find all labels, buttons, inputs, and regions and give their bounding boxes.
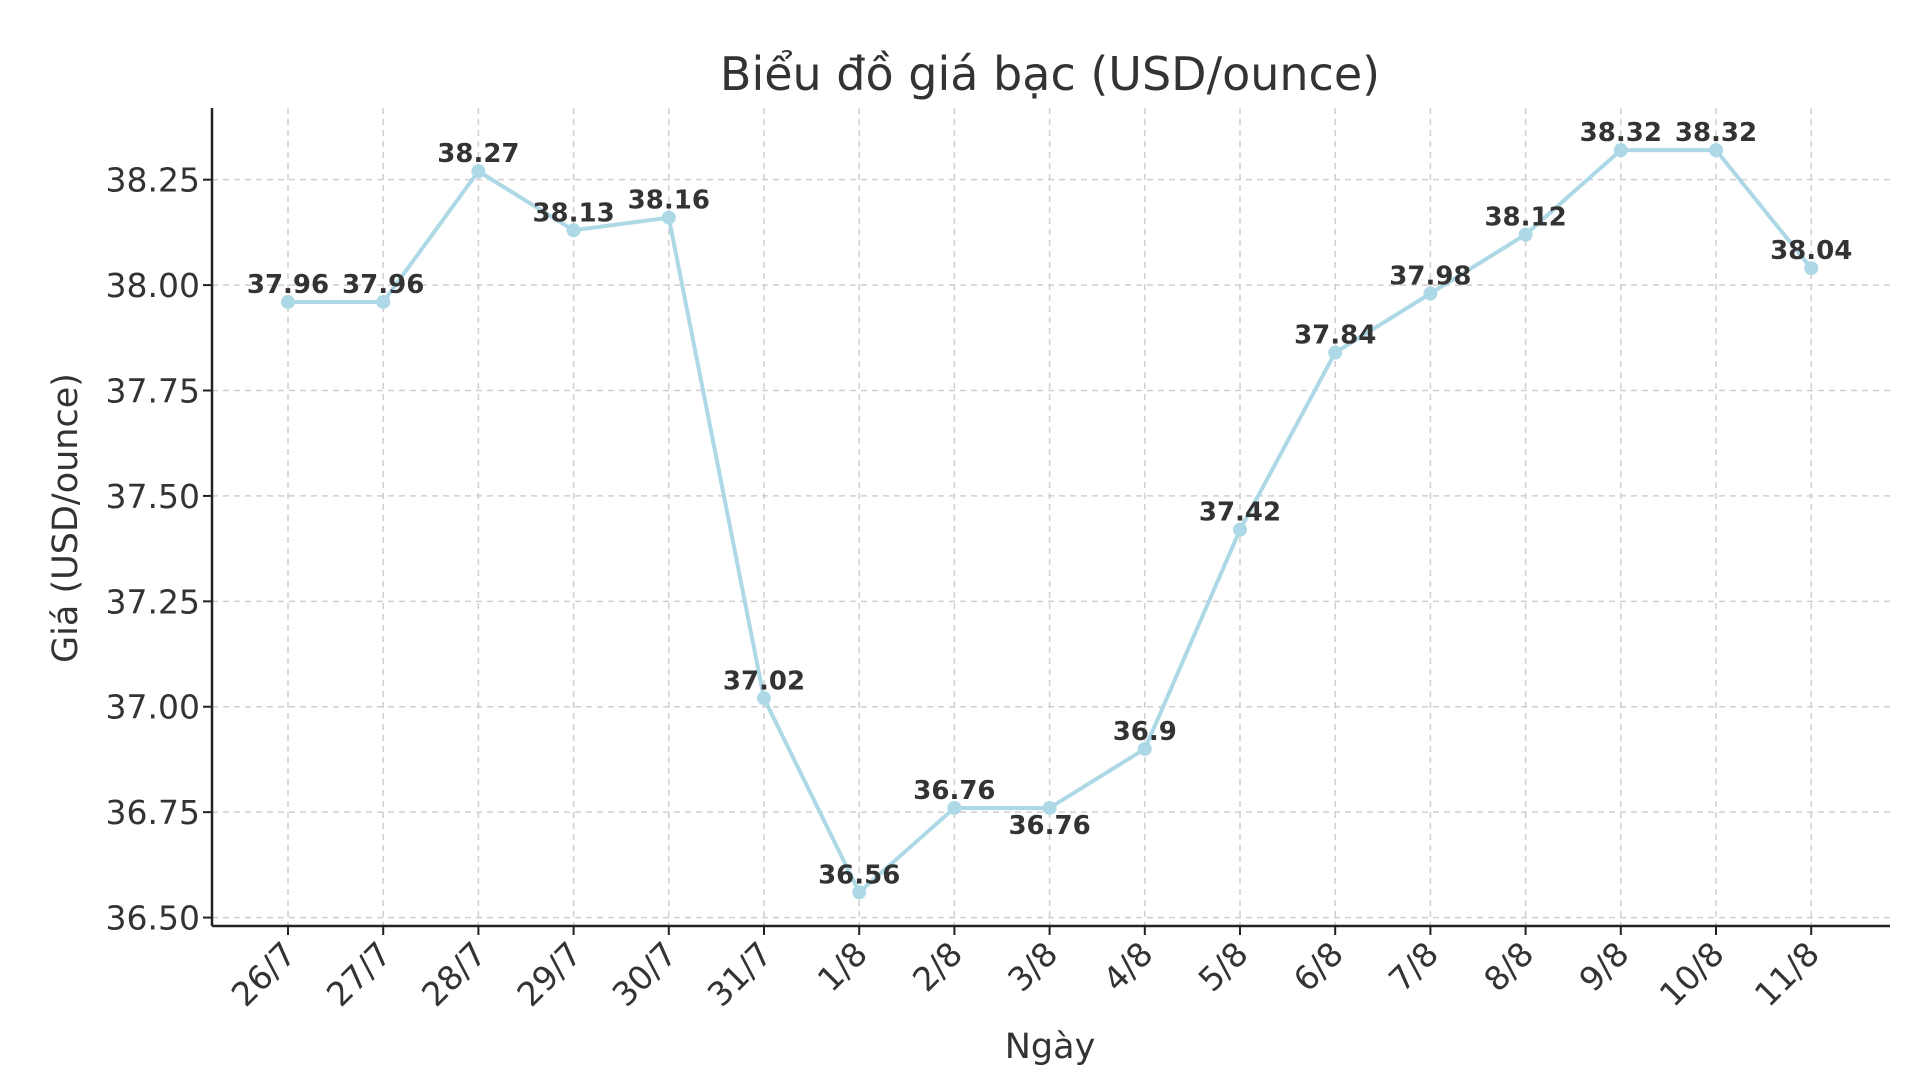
data-point [1423, 286, 1438, 301]
y-tick-label: 36.50 [106, 899, 200, 938]
data-label: 37.98 [1389, 262, 1471, 292]
x-tick-group: 26/7 27/7 28/7 29/7 30/7 31/7 1/8 2/8 3/8 4/8 5/8 6… [224, 926, 1827, 1014]
data-label: 37.96 [247, 270, 329, 300]
data-label: 38.12 [1484, 202, 1566, 232]
data-label: 37.84 [1294, 321, 1376, 351]
y-tick-label: 37.50 [106, 477, 200, 516]
x-tick-label: 3/8 [1000, 934, 1065, 999]
data-point [661, 210, 676, 225]
x-tick-label: 26/7 [224, 934, 304, 1014]
x-tick-label: 31/7 [700, 934, 780, 1014]
x-tick-label: 27/7 [319, 934, 399, 1014]
data-label: 36.76 [1008, 811, 1090, 841]
data-point [376, 294, 391, 309]
data-label: 37.02 [723, 666, 805, 696]
data-point [1137, 741, 1152, 756]
data-point [1233, 522, 1247, 537]
x-tick-label: 8/8 [1476, 934, 1541, 999]
x-tick-label: 28/7 [414, 934, 494, 1014]
x-tick-label: 9/8 [1571, 934, 1636, 999]
data-point [1518, 227, 1533, 242]
x-tick-label: 6/8 [1286, 934, 1351, 999]
data-point [1709, 143, 1723, 158]
data-label: 38.32 [1675, 118, 1757, 148]
x-tick-label: 2/8 [905, 934, 970, 999]
x-tick-label: 11/8 [1747, 934, 1827, 1014]
data-label: 37.96 [342, 270, 424, 300]
x-tick-label: 5/8 [1191, 934, 1256, 999]
data-point [1328, 345, 1343, 360]
x-axis-label: Ngày [1005, 1027, 1096, 1067]
data-point [947, 800, 962, 815]
data-point [757, 691, 771, 706]
data-label: 38.13 [532, 198, 614, 228]
data-label: 38.27 [437, 139, 519, 169]
data-label-group: 37.96 37.96 38.27 38.13 38.16 37.02 36.56 36.76… [247, 118, 1852, 890]
y-tick-label: 36.75 [106, 793, 200, 832]
y-tick-label: 38.25 [106, 161, 200, 200]
data-label: 38.04 [1770, 236, 1852, 266]
data-point [566, 223, 581, 238]
data-point [471, 164, 486, 179]
data-point-group [281, 143, 1819, 900]
data-label: 38.32 [1580, 118, 1662, 148]
data-label: 36.76 [913, 776, 995, 806]
data-label: 36.56 [818, 860, 900, 890]
y-axis-label: Giá (USD/ounce) [46, 373, 86, 663]
data-point [1042, 800, 1057, 815]
x-tick-label: 4/8 [1095, 934, 1160, 999]
y-tick-label: 38.00 [106, 266, 200, 305]
x-tick-label: 30/7 [604, 934, 684, 1014]
x-tick-label: 1/8 [810, 934, 875, 999]
data-label: 38.16 [628, 186, 710, 216]
grid-vertical [287, 108, 1812, 926]
data-point [1804, 261, 1819, 276]
x-tick-label: 29/7 [509, 934, 589, 1014]
y-tick-label: 37.00 [106, 688, 200, 727]
data-label: 37.42 [1199, 498, 1281, 528]
x-tick-label: 7/8 [1381, 934, 1446, 999]
y-tick-label: 37.75 [106, 372, 200, 411]
data-point [852, 885, 867, 900]
x-tick-label: 10/8 [1652, 934, 1732, 1014]
data-point [281, 294, 295, 309]
y-tick-label: 37.25 [106, 582, 200, 621]
y-tick-group: 36.50 36.75 37.00 37.25 37.50 37.75 38.00 38.25 [106, 161, 212, 938]
chart-title: Biểu đồ giá bạc (USD/ounce) [720, 47, 1380, 101]
data-label: 36.9 [1113, 717, 1177, 747]
data-point [1613, 143, 1628, 158]
